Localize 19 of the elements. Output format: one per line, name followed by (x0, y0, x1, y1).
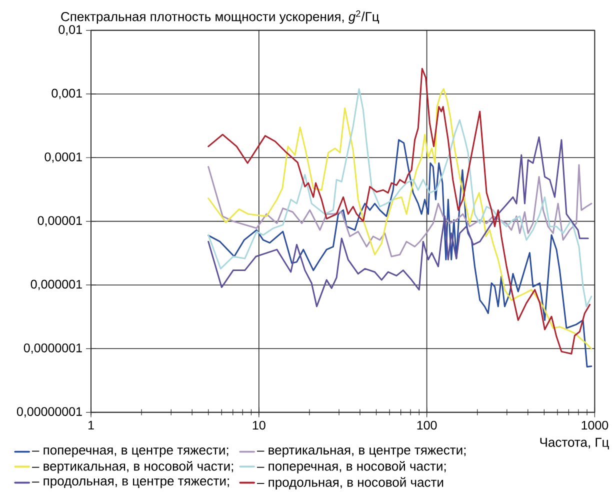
y-tick-label: 0,0000001 (24, 343, 82, 354)
y-tick-label: 0,01 (58, 25, 82, 36)
y-tick-label: 0,000001 (30, 280, 82, 290)
x-tick-label: 10 (252, 420, 266, 430)
legend-label: – продольная, в носовой части (257, 477, 444, 490)
legend-label: – вертикальная, в центре тяжести; (257, 447, 466, 458)
y-axis-title: Спектральная плотность мощности ускорения, g$^{2}$/Гц (61, 10, 380, 24)
y-tick-label: 0,001 (52, 88, 82, 100)
legend-label: – поперечная, в носовой части; (257, 460, 446, 474)
legend-label: – вертикальная, в носовой части; (32, 460, 234, 474)
y-tick-label: 0,00000001 (16, 407, 82, 418)
x-tick-label: 1 (88, 420, 94, 430)
legend-label: – поперечная, в центре тяжести; (32, 447, 228, 458)
x-tick-label: 1000 (582, 420, 608, 430)
y-tick-label: 0,00001 (38, 216, 82, 226)
x-tick-label: 100 (417, 420, 437, 430)
legend-label: – продольная, в центре тяжести; (32, 478, 229, 488)
x-axis-title: Частота, Гц (540, 438, 609, 450)
y-tick-label: 0,0001 (44, 152, 82, 163)
